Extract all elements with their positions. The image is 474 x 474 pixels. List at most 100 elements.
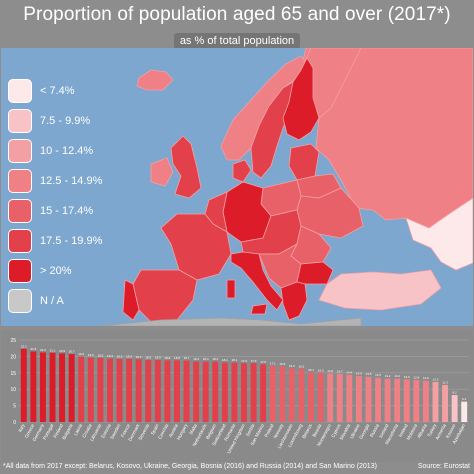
legend-item: 10 - 12.4% xyxy=(8,138,108,164)
bar xyxy=(413,380,420,422)
legend-item: 12.5 - 14.9% xyxy=(8,168,108,194)
bar xyxy=(250,363,257,422)
legend-item: > 20% xyxy=(8,258,108,284)
bar xyxy=(422,380,429,422)
bar xyxy=(116,359,123,422)
bar-value-label: 16.3 xyxy=(289,364,295,368)
category-label: Kosovo xyxy=(445,423,457,439)
bar-value-label: 18.9 xyxy=(145,356,151,360)
bar-value-label: 17.6 xyxy=(260,360,266,364)
category-label: Spain xyxy=(150,423,160,436)
category-label: France xyxy=(120,423,131,438)
bar xyxy=(106,358,113,422)
region-finland xyxy=(282,57,320,141)
bar xyxy=(317,372,324,422)
bar-chart: 0 5 10 15 20 25 22.3 Italy 21.5 Greece 21.2 Germany… xyxy=(1,330,473,462)
footnote: *All data from 2017 except: Belarus, Kos… xyxy=(3,463,377,470)
bar xyxy=(183,360,190,422)
bar xyxy=(288,368,295,422)
bar xyxy=(346,374,353,422)
bar xyxy=(193,361,200,422)
region-caucasus-east xyxy=(405,197,473,271)
category-label: Iceland xyxy=(378,423,390,439)
bar-value-label: 18.4 xyxy=(203,357,209,361)
bar-value-label: 19.2 xyxy=(117,355,123,359)
legend-item: 15 - 17.4% xyxy=(8,198,108,224)
bar-value-label: 18.8 xyxy=(164,356,170,360)
category-label: Estonia xyxy=(100,423,112,439)
bar-value-label: 14.8 xyxy=(327,369,333,373)
bar-value-label: 19.3 xyxy=(107,354,113,358)
bar-value-label: 15.0 xyxy=(318,368,324,372)
bar xyxy=(154,360,161,422)
bar-value-label: 14.7 xyxy=(337,369,343,373)
bar xyxy=(336,373,343,422)
y-tick-label: 5 xyxy=(13,404,16,410)
region-uk xyxy=(170,135,202,199)
bar xyxy=(202,361,209,422)
bar xyxy=(87,357,94,422)
subtitle-wrap: as % of total population xyxy=(0,31,474,49)
bar-value-label: 13.2 xyxy=(394,374,400,378)
page-title: Proportion of population aged 65 and ove… xyxy=(23,4,451,25)
region-france xyxy=(160,213,232,281)
bar-value-label: 18.4 xyxy=(212,357,218,361)
region-baltics xyxy=(288,143,320,181)
bar xyxy=(174,360,180,422)
bar-value-label: 8.2 xyxy=(453,391,458,395)
region-denmark xyxy=(232,159,252,183)
bar-value-label: 17.1 xyxy=(270,361,276,365)
category-label: Finland xyxy=(52,423,64,439)
legend-item: 7.5 - 9.9% xyxy=(8,108,108,134)
bar xyxy=(78,356,85,422)
bar-value-label: 21.2 xyxy=(40,348,46,352)
legend-label: 17.5 - 19.9% xyxy=(40,235,103,247)
bar xyxy=(375,377,382,422)
bar-value-label: 18.7 xyxy=(184,356,190,360)
bar xyxy=(126,359,133,422)
y-tick-label: 20 xyxy=(10,354,16,360)
bar xyxy=(384,378,391,422)
category-label: Cyprus xyxy=(330,423,342,439)
bar-value-label: 18.8 xyxy=(174,356,180,360)
category-label: Ireland xyxy=(398,423,409,438)
legend-swatch xyxy=(8,259,32,283)
source-credit: Source: Eurostat xyxy=(417,463,470,470)
bar-value-label: 22.3 xyxy=(21,344,27,348)
bar xyxy=(97,358,104,422)
legend-swatch xyxy=(8,79,32,103)
bar-value-label: 13.2 xyxy=(385,374,391,378)
y-tick-label: 25 xyxy=(10,338,16,344)
bar xyxy=(212,361,219,422)
bar xyxy=(49,352,56,422)
bar xyxy=(461,401,468,422)
category-label: Poland xyxy=(263,423,274,438)
legend-label: N / A xyxy=(40,295,64,307)
category-label: Bosnia xyxy=(311,423,322,438)
bar xyxy=(365,376,372,422)
region-iceland xyxy=(136,69,174,91)
bar-chart-svg: 051015202522.3Italy21.5Greece21.2Germany… xyxy=(10,338,469,454)
legend-item: N / A xyxy=(8,288,108,314)
bar-value-label: 6.2 xyxy=(462,397,467,401)
bar xyxy=(241,363,247,422)
bar xyxy=(298,368,305,422)
bar xyxy=(451,395,458,422)
bar xyxy=(403,379,410,422)
bar xyxy=(394,378,401,422)
y-tick-label: 15 xyxy=(10,371,16,377)
bar-value-label: 17.9 xyxy=(251,359,257,363)
category-label: Croatia xyxy=(81,423,93,439)
category-label: Malta xyxy=(188,423,198,436)
bar xyxy=(20,348,27,422)
bar-value-label: 18.1 xyxy=(232,358,238,362)
map-svg xyxy=(100,48,473,326)
legend-label: 7.5 - 9.9% xyxy=(40,115,91,127)
bar xyxy=(327,373,334,422)
legend-item: < 7.4% xyxy=(8,78,108,104)
bar xyxy=(231,362,238,422)
region-ireland xyxy=(150,157,174,187)
bar-value-label: 21.5 xyxy=(30,347,36,351)
bar-value-label: 19.9 xyxy=(78,352,84,356)
bar-value-label: 16.9 xyxy=(279,362,285,366)
